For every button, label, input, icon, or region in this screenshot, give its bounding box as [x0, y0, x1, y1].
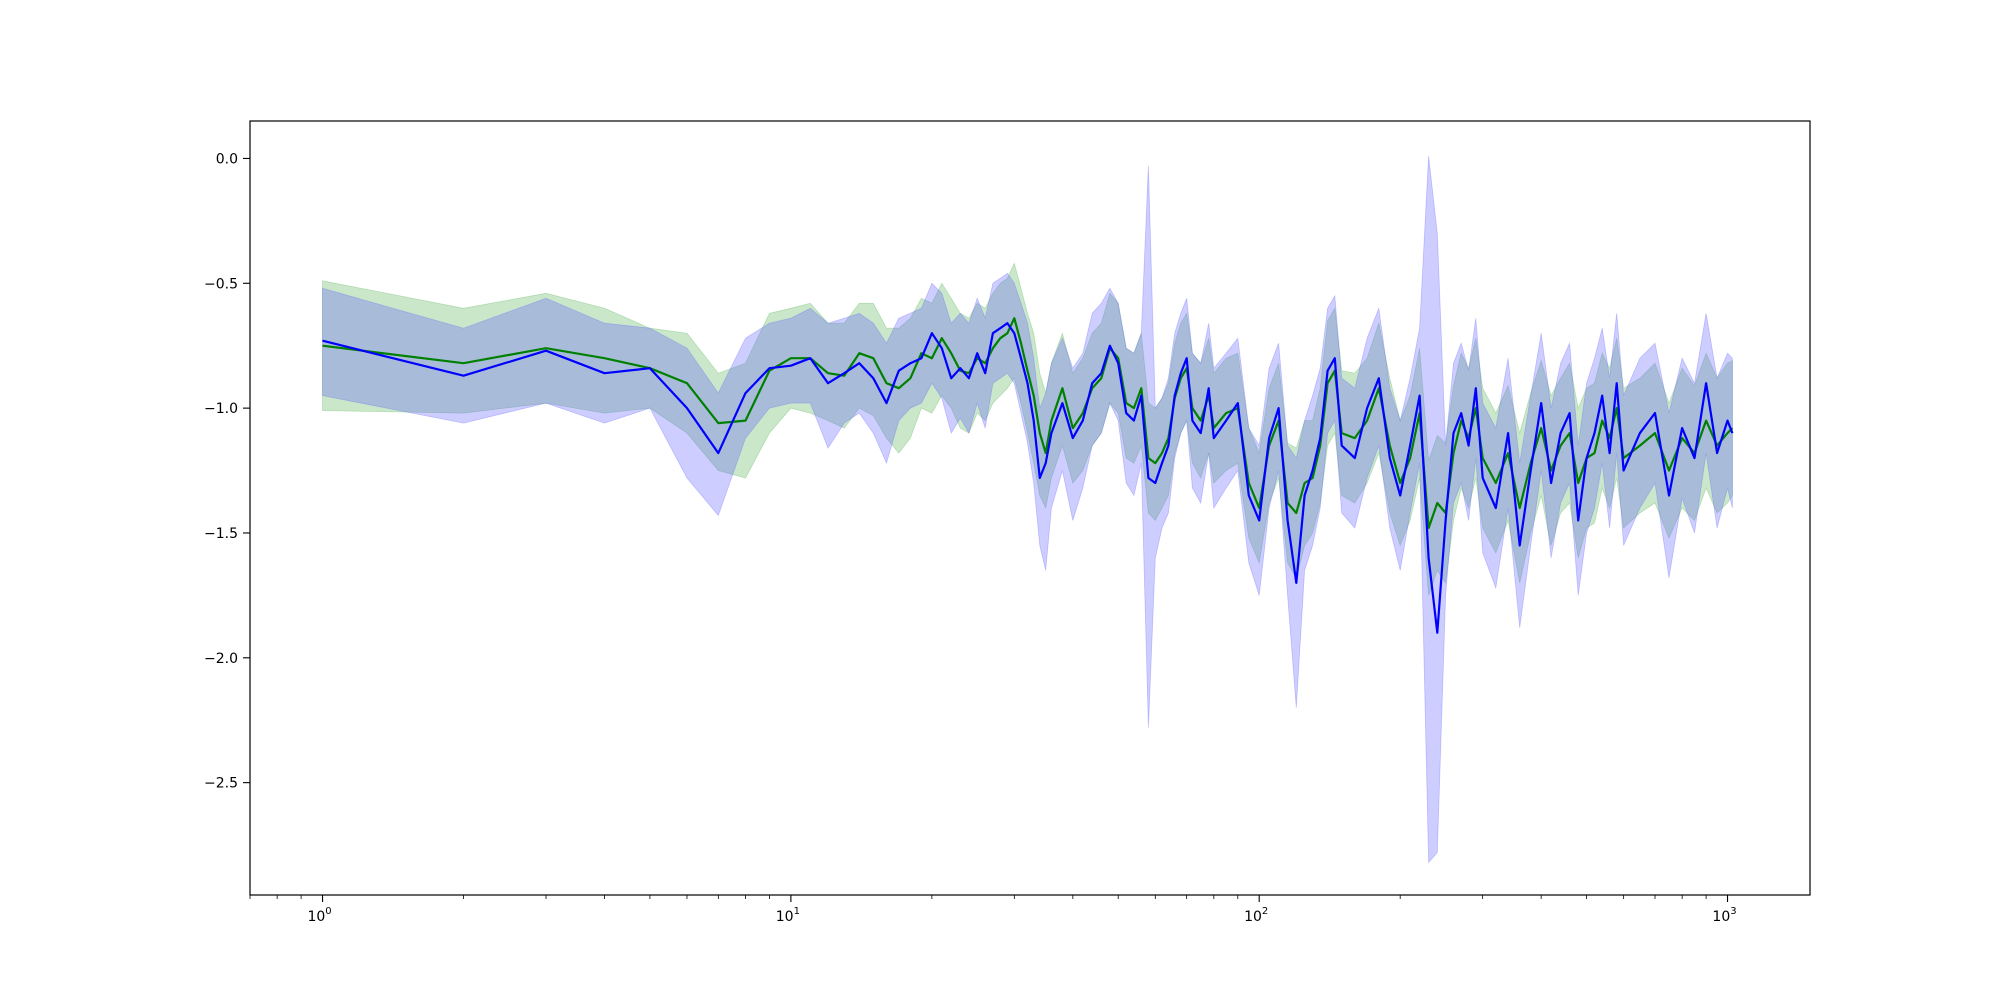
x-tick-label-base: 10 — [307, 909, 325, 925]
y-tick-label: −1.5 — [204, 526, 238, 542]
x-tick-label-exponent: 0 — [325, 906, 331, 917]
x-axis: 100 101 102 103 — [249, 895, 1737, 925]
y-tick-label: −2.5 — [204, 776, 238, 792]
x-tick-label-base: 10 — [1244, 909, 1262, 925]
y-tick-label: −2.0 — [204, 651, 238, 667]
series-1-confidence-band — [322, 262, 1733, 596]
x-tick-label: 101 — [776, 906, 800, 925]
y-tick-label: −1.0 — [204, 401, 238, 417]
series-layer — [322, 155, 1734, 864]
x-tick-label: 102 — [1244, 906, 1268, 925]
y-tick-label: 0.0 — [216, 151, 238, 167]
plot-area-frame — [249, 120, 1811, 896]
series-2-line — [322, 322, 1734, 634]
x-tick-label: 103 — [1712, 906, 1736, 925]
x-tick-label-base: 10 — [776, 909, 794, 925]
x-tick-label-exponent: 2 — [1262, 906, 1268, 917]
x-tick-label-exponent: 1 — [794, 906, 800, 917]
y-axis: 0.0 −0.5 −1.0 −1.5 −2.0 −2.5 — [204, 151, 250, 792]
x-tick-label-exponent: 3 — [1730, 906, 1736, 917]
series-2-confidence-band — [322, 155, 1733, 864]
y-tick-label: −0.5 — [204, 276, 238, 292]
x-tick-label: 100 — [307, 906, 331, 925]
x-tick-label-base: 10 — [1712, 909, 1730, 925]
